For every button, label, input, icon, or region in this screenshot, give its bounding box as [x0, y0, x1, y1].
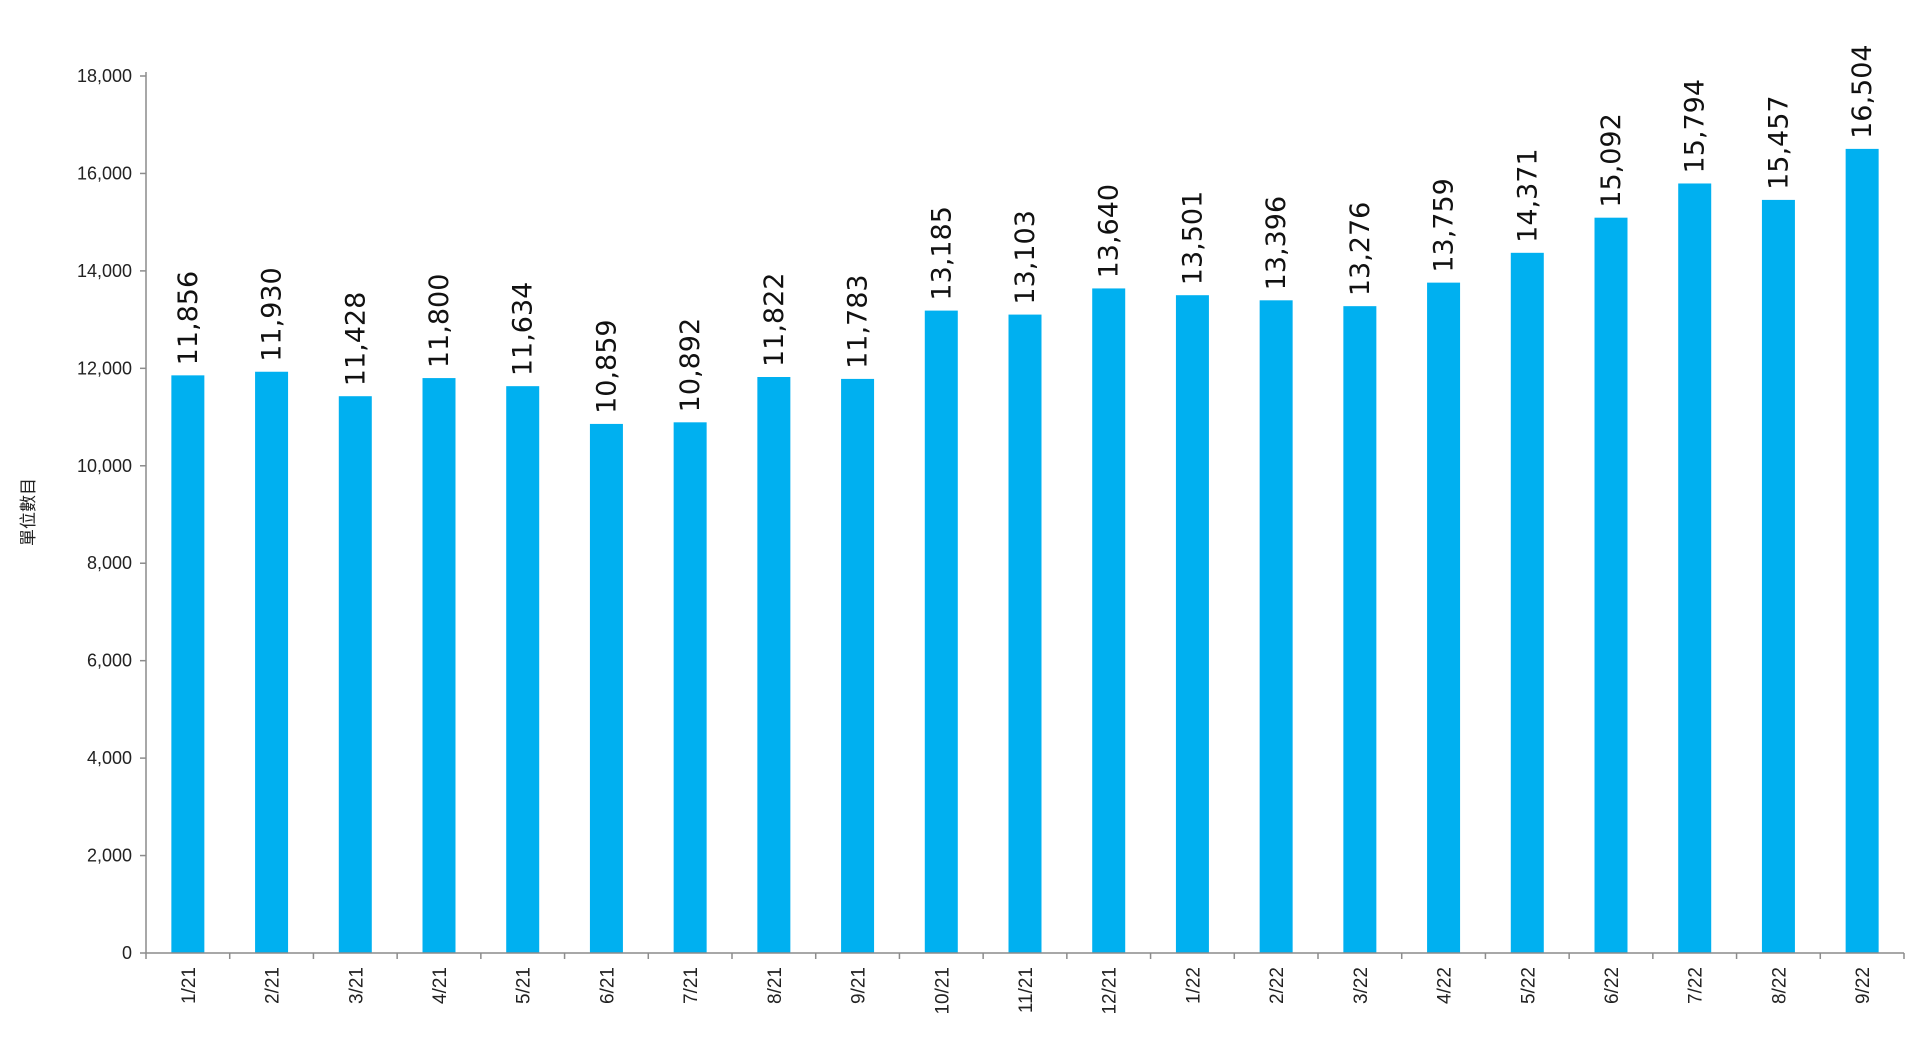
x-tick-label: 2/22: [1267, 967, 1288, 1004]
bar: [1259, 300, 1293, 953]
x-tick-label: 7/21: [681, 967, 702, 1004]
bar: [1845, 148, 1879, 954]
data-label: 15,457: [1763, 95, 1794, 189]
y-ticks-group: 0 2,000 4,000 6,000 8,000 10,000 12,000 14,000 1…: [77, 66, 146, 963]
bar: [171, 375, 205, 953]
x-tick-label: 4/22: [1435, 967, 1456, 1004]
y-tick-label: 0: [122, 943, 132, 963]
x-ticks-group: 1/21 2/21 3/21 4/21 5/21 6/21 7/21 8/21 9/21 10/2…: [145, 953, 1905, 1015]
data-labels-group: 11,856 11,930 11,428 11,800 11,634 10,859 10,8…: [173, 44, 1878, 414]
bar: [506, 386, 540, 954]
bar: [255, 371, 289, 953]
bar: [841, 378, 875, 953]
data-label: 15,092: [1596, 113, 1627, 207]
x-tick-label: 2/21: [263, 967, 284, 1004]
x-tick-label: 8/21: [765, 967, 786, 1004]
data-label: 13,185: [926, 206, 957, 300]
y-tick-label: 2,000: [87, 846, 132, 866]
data-label: 15,794: [1680, 79, 1711, 173]
y-tick-label: 14,000: [77, 261, 132, 281]
bars-group: [171, 148, 1879, 954]
data-label: 11,822: [759, 273, 790, 367]
bar: [1761, 199, 1795, 953]
bar: [1008, 314, 1042, 953]
bar: [1510, 252, 1544, 954]
bar: [924, 310, 958, 953]
x-tick-label: 6/22: [1602, 967, 1623, 1004]
data-label: 10,892: [675, 318, 706, 412]
data-label: 11,856: [173, 271, 204, 365]
data-label: 11,800: [424, 274, 455, 368]
x-tick-label: 11/21: [1016, 967, 1037, 1013]
y-tick-label: 4,000: [87, 748, 132, 768]
x-tick-label: 8/22: [1769, 967, 1790, 1004]
bar: [1678, 183, 1712, 954]
y-tick-label: 10,000: [77, 456, 132, 476]
data-label: 13,103: [1010, 210, 1041, 304]
bar: [1427, 282, 1461, 953]
y-tick-label: 8,000: [87, 553, 132, 573]
x-tick-label: 10/21: [932, 967, 953, 1015]
bar: [338, 396, 372, 953]
x-tick-label: 12/21: [1100, 967, 1121, 1015]
data-label: 13,396: [1261, 196, 1292, 290]
bar: [1343, 306, 1377, 953]
data-label: 13,276: [1345, 202, 1376, 296]
x-tick-label: 4/21: [430, 967, 451, 1004]
data-label: 11,930: [257, 267, 288, 361]
x-tick-label: 3/21: [346, 967, 367, 1004]
y-tick-label: 12,000: [77, 358, 132, 378]
x-tick-label: 3/22: [1351, 967, 1372, 1004]
bar: [1092, 288, 1126, 953]
data-label: 10,859: [591, 319, 622, 413]
data-label: 11,783: [843, 274, 874, 368]
bar: [1175, 295, 1209, 953]
x-tick-label: 7/22: [1686, 967, 1707, 1004]
x-tick-label: 1/21: [179, 967, 200, 1004]
data-label: 13,640: [1094, 184, 1125, 278]
bar: [673, 422, 707, 953]
bar: [422, 378, 456, 954]
bar: [757, 377, 791, 954]
y-axis-label: 單位數目: [19, 478, 39, 546]
y-tick-label: 18,000: [77, 66, 132, 86]
y-tick-label: 16,000: [77, 163, 132, 183]
x-tick-label: 5/21: [514, 967, 535, 1004]
data-label: 13,501: [1177, 191, 1208, 285]
bar: [589, 423, 623, 953]
data-label: 16,504: [1847, 44, 1878, 138]
x-tick-label: 6/21: [597, 967, 618, 1004]
x-tick-label: 1/22: [1183, 967, 1204, 1004]
x-tick-label: 9/21: [849, 967, 870, 1004]
data-label: 13,759: [1429, 178, 1460, 272]
y-tick-label: 6,000: [87, 651, 132, 671]
x-tick-label: 5/22: [1518, 967, 1539, 1004]
x-tick-label: 9/22: [1853, 967, 1874, 1004]
data-label: 11,634: [508, 282, 539, 376]
data-label: 11,428: [340, 292, 371, 386]
bar: [1594, 217, 1628, 954]
axes-group: [145, 72, 1904, 954]
data-label: 14,371: [1512, 148, 1543, 242]
